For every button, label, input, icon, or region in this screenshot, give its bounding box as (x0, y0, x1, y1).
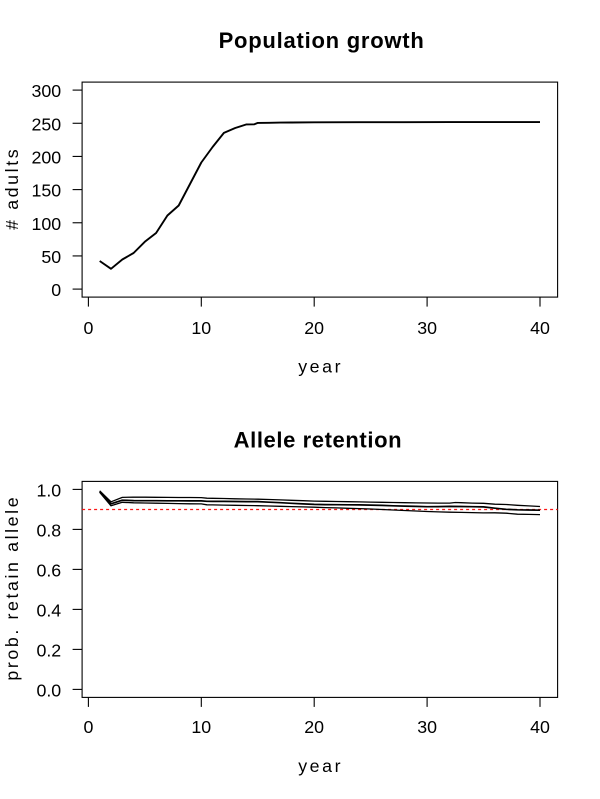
svg-text:prob. retain allele: prob. retain allele (2, 495, 22, 681)
svg-text:0.8: 0.8 (36, 520, 61, 540)
svg-text:20: 20 (304, 717, 324, 737)
svg-text:year: year (298, 756, 343, 776)
svg-text:200: 200 (32, 147, 62, 167)
svg-text:30: 30 (417, 318, 437, 338)
svg-text:10: 10 (191, 318, 211, 338)
svg-text:Population growth: Population growth (219, 28, 425, 53)
svg-text:0: 0 (51, 280, 61, 300)
svg-text:0.6: 0.6 (36, 560, 61, 580)
svg-text:250: 250 (32, 114, 62, 134)
svg-text:0: 0 (83, 717, 93, 737)
svg-text:0.2: 0.2 (36, 640, 61, 660)
svg-text:1.0: 1.0 (36, 480, 61, 500)
svg-text:300: 300 (32, 81, 62, 101)
svg-text:30: 30 (417, 717, 437, 737)
svg-text:100: 100 (32, 214, 62, 234)
svg-text:# adults: # adults (2, 147, 22, 230)
svg-text:Allele retention: Allele retention (234, 428, 403, 453)
svg-text:40: 40 (530, 717, 550, 737)
svg-text:40: 40 (530, 318, 550, 338)
svg-text:20: 20 (304, 318, 324, 338)
svg-text:50: 50 (41, 247, 61, 267)
svg-text:0.0: 0.0 (36, 680, 61, 700)
svg-text:0: 0 (83, 318, 93, 338)
svg-text:0.4: 0.4 (36, 600, 61, 620)
svg-text:year: year (298, 357, 343, 377)
svg-text:150: 150 (32, 181, 62, 201)
svg-text:10: 10 (191, 717, 211, 737)
